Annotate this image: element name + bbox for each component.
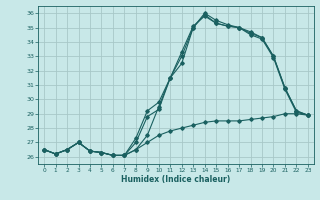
X-axis label: Humidex (Indice chaleur): Humidex (Indice chaleur) <box>121 175 231 184</box>
